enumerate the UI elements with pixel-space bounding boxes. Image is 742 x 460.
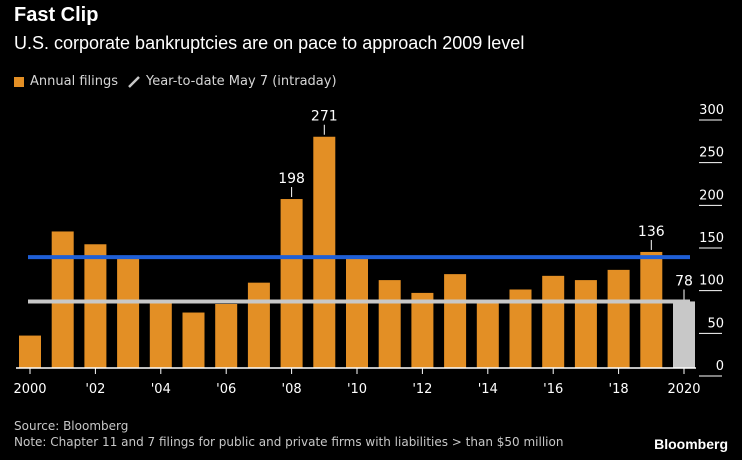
bar-2000 [19,335,41,368]
legend-swatch-ytd [128,75,140,88]
bar-2002 [84,244,107,368]
bar-2014 [476,299,499,368]
x-tick-label-2010: '10 [347,382,367,397]
x-tick-label-2000: 2000 [13,382,46,397]
y-tick-label-100: 100 [699,274,724,289]
bar-2006 [215,304,238,368]
bar-2011 [378,280,401,368]
legend: Annual filings Year-to-date May 7 (intra… [14,74,337,89]
x-tick-label-2012: '12 [412,382,432,397]
legend-label-ytd: Year-to-date May 7 (intraday) [146,74,337,89]
bar-2016 [542,275,565,368]
bloomberg-logo: Bloomberg [654,436,728,452]
legend-swatch-annual [14,76,24,87]
legend-item-ytd: Year-to-date May 7 (intraday) [128,74,337,89]
bar-2019 [640,251,663,368]
x-tick-label-2004: '04 [151,382,171,397]
y-tick-label-300: 300 [699,103,724,118]
x-tick-label-2002: '02 [85,382,105,397]
bar-2007 [247,282,270,368]
bar-2017 [574,280,597,368]
footer: Source: Bloomberg Note: Chapter 11 and 7… [14,418,563,450]
bar-2003 [117,257,140,368]
x-tick-label-2018: '18 [609,382,629,397]
bar-2004 [149,299,172,368]
data-label-2009: 271 [311,109,338,125]
bar-2008 [280,199,303,368]
bar-2013 [444,274,467,368]
x-tick-label-2006: '06 [216,382,236,397]
x-tick-label-2008: '08 [282,382,302,397]
x-tick-label-2020: 2020 [667,382,700,397]
y-tick-label-0: 0 [716,359,724,374]
bar-2018 [607,269,630,368]
y-tick-label-50: 50 [707,316,724,331]
chart-title: Fast Clip [14,4,99,26]
bar-2005 [182,312,205,368]
bar-2010 [346,257,368,368]
x-tick-label-2014: '14 [478,382,498,397]
bar-2015 [509,289,532,368]
x-tick-label-2016: '16 [543,382,563,397]
legend-item-annual: Annual filings [14,74,118,89]
bar-2009 [313,136,336,368]
data-label-2020: 78 [675,273,693,289]
bar-2012 [411,292,434,368]
source-note: Source: Bloomberg [14,419,129,433]
legend-label-annual: Annual filings [30,74,118,89]
data-label-2008: 198 [278,171,305,187]
bar-2020 [673,301,695,368]
footnote: Note: Chapter 11 and 7 filings for publi… [14,435,564,449]
y-tick-label-200: 200 [699,188,724,203]
data-label-2019: 136 [638,224,665,240]
y-tick-label-250: 250 [699,146,724,161]
y-tick-label-150: 150 [699,231,724,246]
chart-subtitle: U.S. corporate bankruptcies are on pace … [14,33,525,53]
